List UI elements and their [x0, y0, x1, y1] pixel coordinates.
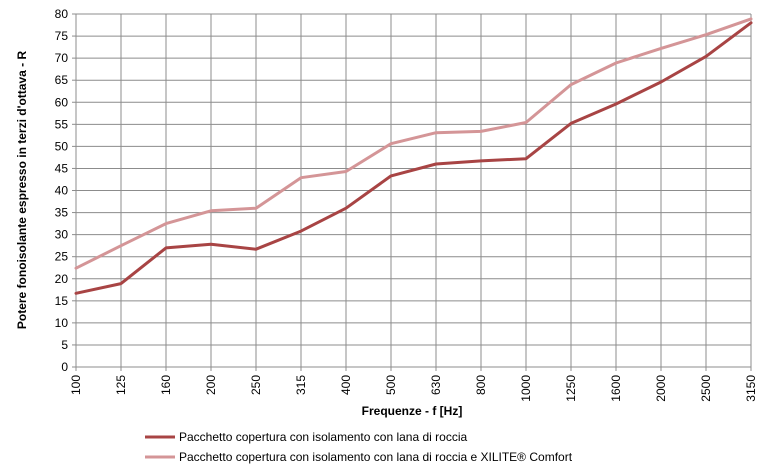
y-tick-label: 55 [55, 117, 69, 131]
x-tick-label: 400 [339, 375, 353, 395]
x-tick-label: 125 [114, 375, 128, 395]
y-tick-label: 75 [55, 29, 69, 43]
series-line-2 [74, 17, 753, 270]
axes [72, 13, 752, 371]
x-tick-label: 500 [384, 375, 398, 395]
x-tick-label: 2500 [699, 375, 713, 402]
x-tick-label: 100 [69, 375, 83, 395]
y-tick-label: 80 [55, 7, 69, 21]
legend-item-1: Pacchetto copertura con isolamento con l… [145, 430, 467, 444]
y-tick-label: 0 [61, 360, 68, 374]
x-tick-label: 160 [159, 375, 173, 395]
gridlines [76, 13, 752, 367]
x-tick-label: 800 [474, 375, 488, 395]
x-tick-label: 1600 [609, 375, 623, 402]
series-lines [74, 17, 753, 295]
y-tick-label: 5 [61, 338, 68, 352]
x-tick-label: 1000 [519, 375, 533, 402]
x-tick-label: 1250 [564, 375, 578, 402]
legend: Pacchetto copertura con isolamento con l… [145, 430, 573, 464]
y-tick-label: 65 [55, 73, 69, 87]
legend-label: Pacchetto copertura con isolamento con l… [179, 430, 467, 444]
y-tick-label: 15 [55, 294, 69, 308]
y-tick-label: 40 [55, 184, 69, 198]
x-tick-label: 200 [204, 375, 218, 395]
x-tick-label: 250 [249, 375, 263, 395]
y-tick-label: 45 [55, 161, 69, 175]
y-tick-label: 60 [55, 95, 69, 109]
series-line-1 [74, 21, 753, 295]
y-tick-label: 10 [55, 316, 69, 330]
x-tick-label: 630 [429, 375, 443, 395]
y-tick-labels: 0 5 10 15 20 25 30 35 40 45 50 55 60 65 70 75 80 [55, 7, 69, 374]
x-tick-labels: 100 125 160 200 250 315 400 500 630 800 1000 1250 16… [69, 375, 758, 402]
x-tick-label: 315 [294, 375, 308, 395]
x-axis-title: Frequenze - f [Hz] [362, 404, 463, 418]
y-tick-label: 20 [55, 272, 69, 286]
y-axis-title: Potere fonoisolante espresso in terzi d'… [15, 51, 29, 330]
x-tick-label: 3150 [744, 375, 758, 402]
y-tick-label: 30 [55, 228, 69, 242]
legend-label: Pacchetto copertura con isolamento con l… [179, 450, 573, 464]
y-tick-label: 50 [55, 139, 69, 153]
y-tick-label: 35 [55, 206, 69, 220]
x-tick-label: 2000 [654, 375, 668, 402]
y-tick-label: 70 [55, 51, 69, 65]
legend-item-2: Pacchetto copertura con isolamento con l… [145, 450, 573, 464]
y-tick-label: 25 [55, 250, 69, 264]
